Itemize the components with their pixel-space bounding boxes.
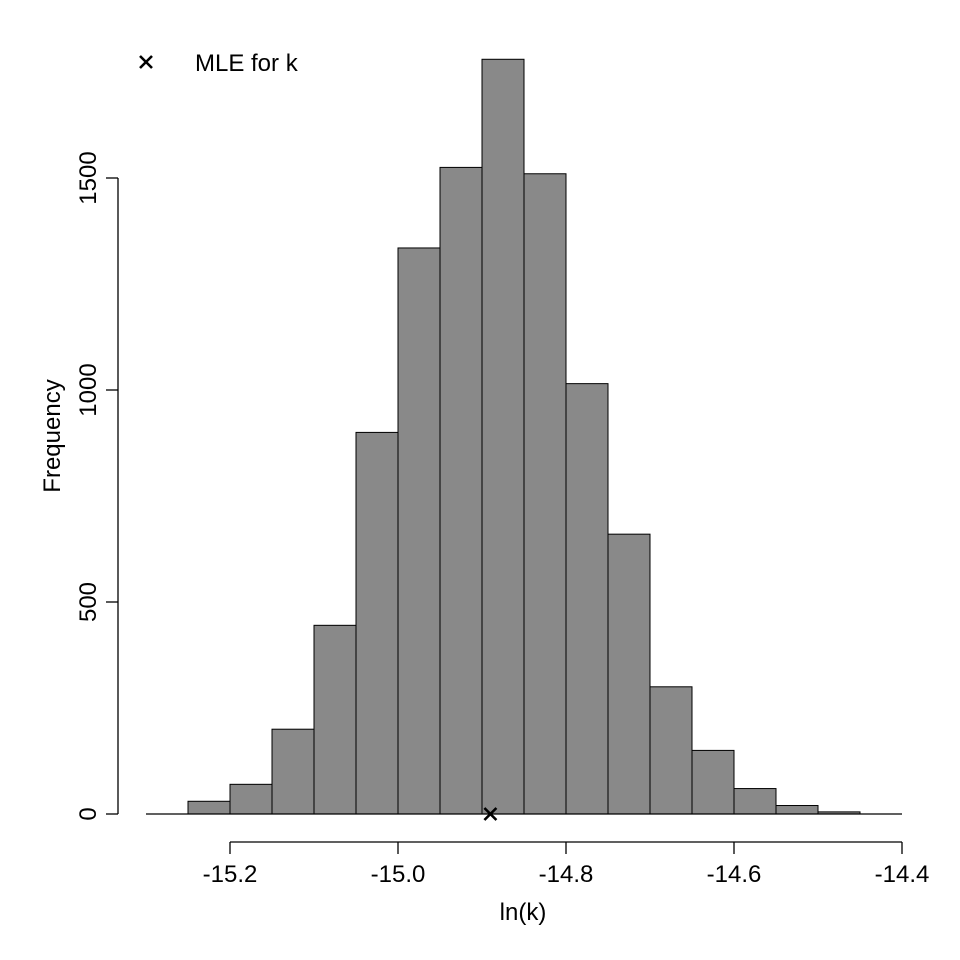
x-tick-label: -15.0 [371,861,426,888]
histogram-bar [229,783,273,815]
histogram-bar [691,749,735,815]
histogram-bar [397,247,441,815]
y-axis-label: Frequency [39,379,66,492]
histogram-bar [649,686,693,815]
histogram-bar [187,800,231,815]
y-tick-label: 1500 [75,151,102,204]
histogram-bar [733,788,777,815]
histogram-bar [565,383,609,815]
y-axis: 0 500 1000 1500 [75,151,119,821]
histogram-bar [439,166,483,815]
y-tick-label: 1000 [75,363,102,416]
histogram-bar [271,728,315,815]
histogram-bar [523,173,567,815]
legend-label: MLE for k [195,50,299,77]
histogram-bars [187,58,861,815]
y-tick-label: 0 [75,807,102,820]
y-tick-label: 500 [75,582,102,622]
legend-x-marker [139,55,153,69]
x-tick-label: -14.4 [875,861,930,888]
x-tick-label: -14.6 [707,861,762,888]
legend: MLE for k [139,50,299,77]
x-axis: -15.2 -15.0 -14.8 -14.6 -14.4 [203,841,930,888]
histogram-bar [481,58,525,815]
histogram-bar [607,533,651,815]
histogram-bar [355,431,399,815]
histogram-bar [775,805,819,815]
mle-marker [483,807,498,821]
x-tick-label: -14.8 [539,861,594,888]
x-axis-label: ln(k) [500,899,547,926]
x-tick-label: -15.2 [203,861,258,888]
histogram-bar [313,624,357,815]
